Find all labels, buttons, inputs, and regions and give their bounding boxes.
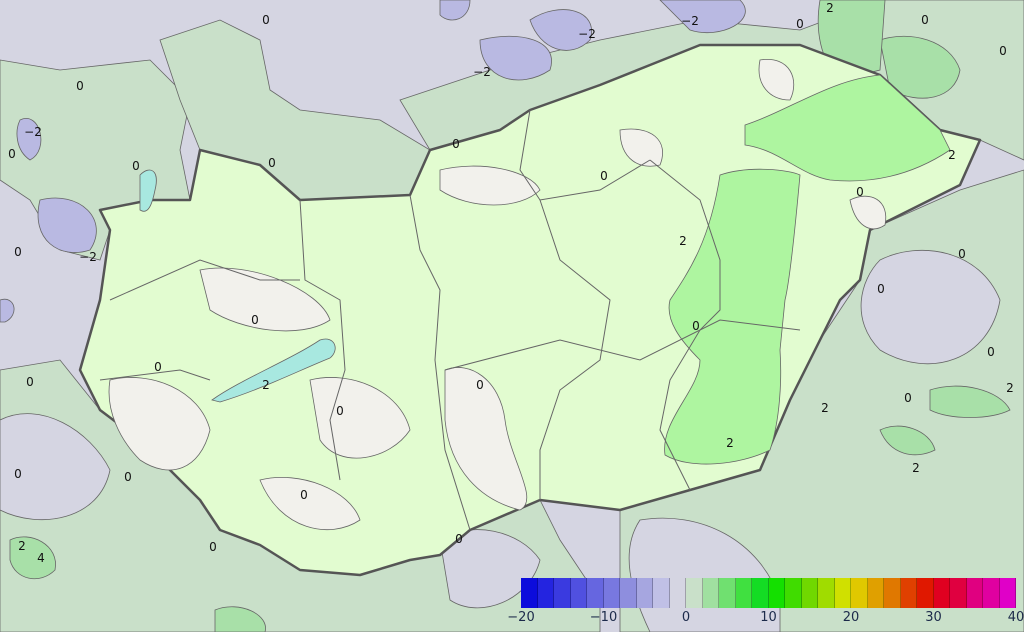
colorbar-bin — [933, 578, 950, 608]
colorbar-bin — [669, 578, 686, 608]
contour-label: 0 — [8, 147, 16, 161]
colorbar-bin — [653, 578, 670, 608]
colorbar-bin — [867, 578, 884, 608]
contour-label: −2 — [79, 250, 97, 264]
contour-label: 0 — [251, 313, 259, 327]
colorbar-bin — [983, 578, 1000, 608]
contour-label: 0 — [987, 345, 995, 359]
lake-balaton — [211, 338, 336, 403]
colorbar-bin — [950, 578, 967, 608]
colorbar-bin — [719, 578, 736, 608]
colorbar-bin — [801, 578, 818, 608]
colorbar-bin — [702, 578, 719, 608]
outside-blue-patches — [0, 0, 746, 323]
colorbar-bin — [884, 578, 901, 608]
contour-label: 0 — [877, 282, 885, 296]
colorbar-tick-label: 40 — [1007, 610, 1024, 625]
colorbar-bin — [785, 578, 802, 608]
contour-label: 0 — [336, 404, 344, 418]
contour-label: 0 — [14, 467, 22, 481]
contour-label: 0 — [132, 159, 140, 173]
colorbar-bin — [570, 578, 587, 608]
contour-label: 0 — [692, 319, 700, 333]
colorbar-bin — [537, 578, 554, 608]
colorbar-bin — [554, 578, 571, 608]
colorbar-bin — [636, 578, 653, 608]
colorbar-bin — [851, 578, 868, 608]
contour-label: 0 — [476, 378, 484, 392]
colorbar-bin — [603, 578, 620, 608]
colorbar-tick-label: −20 — [507, 610, 535, 625]
colorbar-tick-label: 20 — [842, 610, 860, 625]
colorbar-bin — [735, 578, 752, 608]
contour-label: 0 — [856, 185, 864, 199]
colorbar-bin — [834, 578, 851, 608]
colorbar-bin — [620, 578, 637, 608]
contour-label: 2 — [262, 378, 270, 392]
colorbar-bin — [999, 578, 1016, 608]
contour-label: 0 — [455, 532, 463, 546]
contour-label: 0 — [958, 247, 966, 261]
lake-neusiedl — [139, 169, 157, 212]
contour-label: 0 — [300, 488, 308, 502]
contour-label: 0 — [904, 391, 912, 405]
contour-label: 2 — [826, 1, 834, 15]
contour-label: 2 — [1006, 381, 1014, 395]
colorbar-bin — [686, 578, 703, 608]
contour-label: 0 — [26, 375, 34, 389]
contour-label: 2 — [821, 401, 829, 415]
contour-label: 2 — [948, 148, 956, 162]
county-borders — [99, 109, 801, 531]
colorbar-bin — [917, 578, 934, 608]
contour-label: −2 — [473, 65, 491, 79]
contour-label: 0 — [452, 137, 460, 151]
contour-label: 0 — [262, 13, 270, 27]
colorbar-bin — [521, 578, 538, 608]
colorbar — [521, 578, 1016, 608]
contour-label: 2 — [679, 234, 687, 248]
colorbar-bin — [966, 578, 983, 608]
contour-label: 2 — [912, 461, 920, 475]
colorbar-bin — [768, 578, 785, 608]
contour-label: 0 — [14, 245, 22, 259]
contour-label: −2 — [578, 27, 596, 41]
contour-label: 0 — [600, 169, 608, 183]
contour-label: 4 — [37, 551, 45, 565]
contour-label: 0 — [209, 540, 217, 554]
colorbar-tick-label: 10 — [760, 610, 777, 625]
colorbar-bin — [587, 578, 604, 608]
contour-label: 2 — [18, 539, 26, 553]
contour-label: 2 — [726, 436, 734, 450]
positive-2-regions — [664, 74, 951, 465]
contour-label: 0 — [268, 156, 276, 170]
contour-label: 0 — [154, 360, 162, 374]
colorbar-tick-label: 30 — [925, 610, 942, 625]
contour-label: −2 — [24, 125, 42, 139]
colorbar-bin — [752, 578, 769, 608]
colorbar-tick-label: −10 — [589, 610, 618, 625]
near-zero-regions — [108, 58, 887, 531]
colorbar-tick-label: 0 — [681, 610, 691, 625]
contour-label: 0 — [76, 79, 84, 93]
colorbar-bin — [900, 578, 917, 608]
colorbar-bin — [818, 578, 835, 608]
contour-label: −2 — [681, 14, 699, 28]
contour-label: 0 — [999, 44, 1007, 58]
contour-label: 0 — [796, 17, 804, 31]
contour-label: 0 — [921, 13, 929, 27]
contour-label: 0 — [124, 470, 132, 484]
